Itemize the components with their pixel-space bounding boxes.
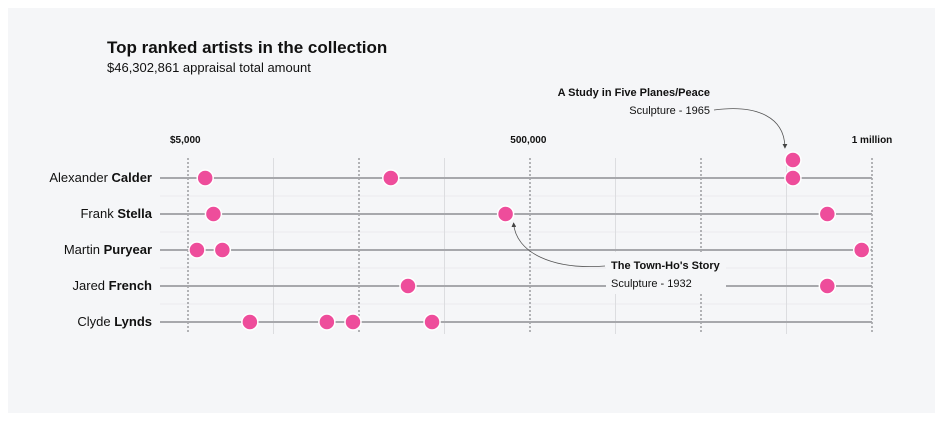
artwork-point — [496, 205, 515, 223]
artist-label: Martin Puryear — [64, 242, 152, 257]
artwork-point — [399, 277, 417, 295]
artwork-point — [852, 241, 871, 259]
artist-last-name: Calder — [112, 170, 152, 185]
artist-row: Jared French — [73, 277, 872, 295]
artist-row: Martin Puryear — [64, 241, 872, 259]
artwork-point — [382, 169, 400, 187]
grid-lines — [160, 158, 873, 334]
artist-label: Frank Stella — [80, 206, 152, 221]
artist-first-name: Alexander — [49, 170, 111, 185]
artist-last-name: French — [109, 278, 152, 293]
annotation-subtitle: Sculpture - 1932 — [611, 278, 692, 290]
annotation-background — [606, 252, 726, 294]
artwork-point — [196, 169, 214, 187]
artist-label: Clyde Lynds — [77, 314, 152, 329]
annotation-subtitle: Sculpture - 1965 — [629, 105, 710, 117]
artist-row: Alexander Calder — [49, 151, 872, 187]
x-tick-label: $5,000 — [170, 135, 201, 146]
artwork-point — [318, 313, 336, 331]
x-tick-label: 500,000 — [510, 135, 547, 146]
artwork-point — [784, 151, 802, 169]
artist-last-name: Stella — [117, 206, 152, 221]
artwork-point — [213, 241, 232, 259]
artist-row: Frank Stella — [80, 205, 872, 223]
annotation-arrow — [713, 108, 788, 149]
artwork-point — [188, 241, 206, 259]
artwork-point — [784, 169, 802, 187]
annotations: A Study in Five Planes/Peace Sculpture - … — [511, 87, 788, 294]
chart-subtitle: $46,302,861 appraisal total amount — [107, 60, 311, 75]
artist-row: Clyde Lynds — [77, 313, 872, 331]
artwork-point — [423, 313, 441, 331]
artist-first-name: Clyde — [77, 314, 114, 329]
chart-panel: Top ranked artists in the collection $46… — [8, 8, 935, 413]
dot-plot-chart: Top ranked artists in the collection $46… — [49, 38, 892, 334]
artwork-point — [818, 277, 837, 295]
artwork-point — [204, 205, 223, 223]
artist-last-name: Lynds — [114, 314, 152, 329]
artist-rows: Alexander Calder Frank Stella Martin Purye… — [49, 151, 872, 331]
artist-first-name: Frank — [80, 206, 117, 221]
chart-title: Top ranked artists in the collection — [107, 38, 387, 57]
artwork-point — [241, 313, 259, 331]
annotation-title: The Town-Ho's Story — [611, 260, 721, 272]
artist-label: Jared French — [73, 278, 153, 293]
artist-first-name: Martin — [64, 242, 104, 257]
artist-last-name: Puryear — [104, 242, 152, 257]
annotation-title: A Study in Five Planes/Peace — [558, 87, 710, 99]
artwork-point — [344, 313, 362, 331]
artist-label: Alexander Calder — [49, 170, 152, 185]
artist-first-name: Jared — [73, 278, 109, 293]
x-axis-tick-labels: $5,000 500,000 1 million — [170, 135, 892, 146]
x-tick-label: 1 million — [852, 135, 893, 146]
annotation-arrow — [511, 222, 606, 267]
artwork-point — [818, 205, 837, 223]
